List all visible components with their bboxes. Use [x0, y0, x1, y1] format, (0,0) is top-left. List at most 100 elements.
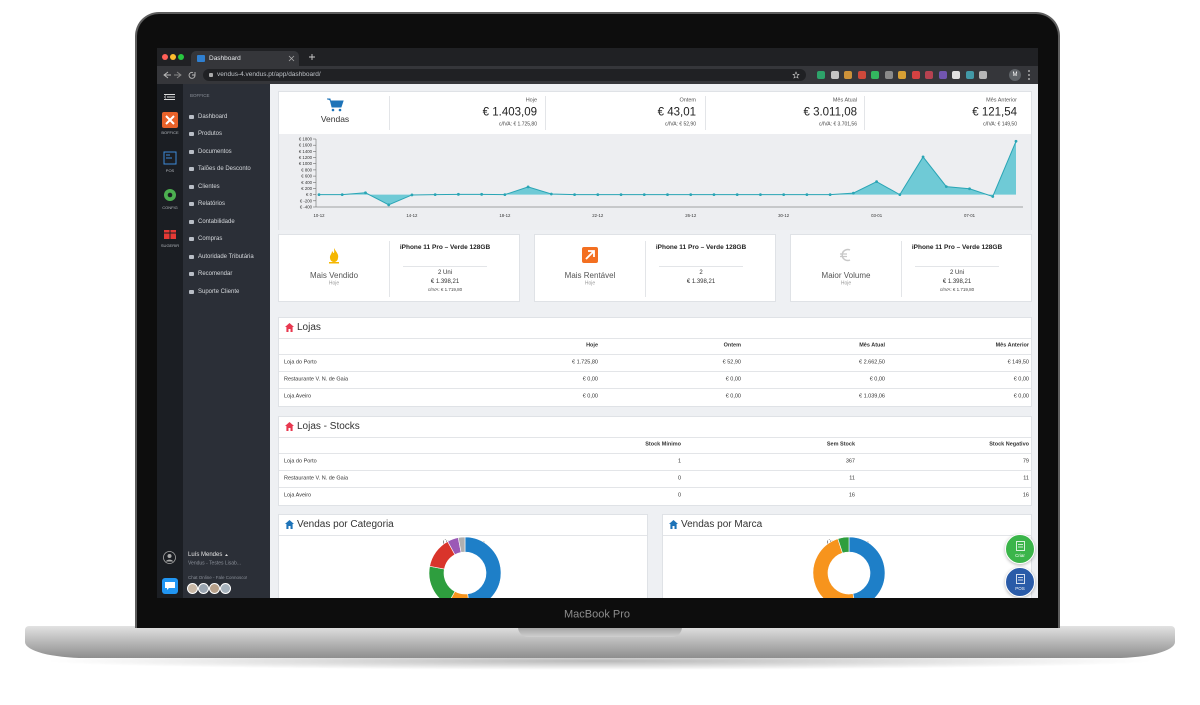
- new-tab: [309, 54, 315, 60]
- browser-menu: [1028, 70, 1030, 80]
- extension-icon[interactable]: [898, 71, 906, 79]
- cell: € 0,00: [725, 376, 741, 383]
- user-name[interactable]: Luís Mendes: [188, 552, 223, 558]
- table-icon-part: [285, 323, 294, 332]
- extension-icon[interactable]: [925, 71, 933, 79]
- extension-icon[interactable]: [817, 71, 825, 79]
- rule: [279, 470, 1031, 471]
- chat-label[interactable]: Chat Online - Fale Connosco!: [188, 574, 248, 580]
- menu-item[interactable]: Produtos: [183, 126, 270, 142]
- cell: 11: [1023, 475, 1029, 482]
- point: [666, 193, 669, 197]
- cell: 16: [848, 492, 855, 499]
- user-avatar-part: [165, 559, 174, 562]
- app-tile[interactable]: [162, 187, 178, 204]
- chat-icon: [165, 582, 175, 590]
- y-tick-label: € 1800: [299, 137, 313, 142]
- lock-icon: [209, 73, 213, 77]
- donut-slice: [812, 538, 855, 598]
- extension-icon[interactable]: [911, 71, 920, 79]
- chart-icon: [285, 520, 294, 529]
- extension-icon[interactable]: [857, 71, 866, 79]
- app-tile[interactable]: [162, 225, 178, 242]
- app-icon-part: [164, 230, 176, 240]
- app-icon: [164, 230, 176, 240]
- highlight-product: iPhone 11 Pro – Verde 128GB: [911, 244, 1003, 251]
- y-tick-label: € -200: [300, 198, 313, 203]
- extension-icon[interactable]: [830, 71, 839, 79]
- menu-item[interactable]: Compras: [183, 231, 270, 247]
- menu-item[interactable]: Dashboard: [183, 109, 270, 125]
- floating-icon-part: [1016, 541, 1025, 551]
- app-icon: [163, 151, 177, 165]
- menu-label: Dashboard: [198, 114, 228, 120]
- extension-icon[interactable]: [979, 71, 987, 79]
- menu-item[interactable]: Autoridade Tributária: [183, 249, 270, 265]
- extension-icon[interactable]: [884, 71, 893, 79]
- address-bar[interactable]: vendus-4.vendus.pt/app/dashboard/: [203, 69, 806, 81]
- period-label: Mês Anterior: [986, 97, 1017, 104]
- floating-button[interactable]: Criar: [1005, 534, 1035, 564]
- point: [805, 193, 809, 197]
- point: [364, 191, 367, 195]
- cart-icon-part: [338, 108, 342, 112]
- chart-card: Vendas por CategoriaÚltimos 30 Dias: [278, 514, 648, 598]
- menu-icon: [189, 115, 194, 119]
- menu-icon: [189, 237, 194, 242]
- donut-slice: [428, 565, 456, 598]
- extension-icon[interactable]: [938, 71, 947, 79]
- highlight-product: iPhone 11 Pro – Verde 128GB: [655, 244, 747, 251]
- point: [875, 180, 878, 184]
- url: vendus-4.vendus.pt/app/dashboard/: [217, 70, 321, 78]
- cell: € 0,00: [582, 376, 598, 383]
- cell: € 1.725,80: [572, 359, 598, 366]
- laptop-notch: [518, 626, 682, 637]
- menu-item[interactable]: Talões de Desconto: [183, 161, 270, 177]
- extension-icon[interactable]: [965, 71, 974, 79]
- window-button[interactable]: [178, 54, 184, 60]
- highlight-period: Hoje: [328, 280, 340, 287]
- browser-tab[interactable]: Dashboard: [191, 51, 299, 66]
- menu-item[interactable]: Documentos: [183, 144, 270, 160]
- period-label: Mês Atual: [832, 97, 857, 104]
- app-tile[interactable]: [162, 149, 178, 166]
- menu-item[interactable]: Recomendar: [183, 266, 270, 282]
- app-tile[interactable]: [162, 112, 178, 128]
- window-button[interactable]: [162, 54, 168, 60]
- menu-item[interactable]: Clientes: [183, 179, 270, 195]
- highlight-title: Mais Vendido: [309, 271, 359, 280]
- support-avatar: [187, 583, 198, 594]
- menu-icon: [189, 184, 194, 189]
- sales-chart: € -400 € -200€ 0€ 200€ 400€ 600 € 800€ 100…: [279, 134, 1031, 230]
- point: [573, 193, 576, 197]
- menu-item[interactable]: Relatórios: [183, 196, 270, 212]
- floating-button[interactable]: POS: [1005, 567, 1035, 597]
- highlight-period: Hoje: [584, 280, 596, 287]
- app-bar: BOFFICE POS CONFIG SUGERIR: [157, 84, 183, 598]
- menu-item[interactable]: Contabilidade: [183, 214, 270, 230]
- cell: 367: [845, 458, 855, 465]
- chat-button[interactable]: [162, 578, 178, 594]
- extension-icon[interactable]: [871, 71, 879, 79]
- window-button[interactable]: [170, 54, 176, 60]
- row-name: Loja Aveiro: [284, 492, 312, 499]
- user-caret-part: [225, 554, 228, 556]
- profile-button[interactable]: M: [1009, 69, 1021, 81]
- chart-card: Vendas por MarcaÚltimos 30 Dias: [662, 514, 1032, 598]
- cell: € 0,00: [582, 393, 598, 400]
- cart-icon-part: [327, 98, 344, 108]
- extension-icon[interactable]: [952, 71, 960, 79]
- cell: € 0,00: [725, 393, 741, 400]
- floating-label: POS: [1015, 585, 1025, 591]
- menu-toggle-part: [164, 94, 175, 100]
- column-header: Stock Mínimo: [645, 441, 681, 448]
- support-avatar: [220, 583, 231, 594]
- table-card: Lojas Hoje Ontem Mês Atual Mês Anterior Loja …: [278, 317, 1032, 407]
- extension-icon[interactable]: [844, 71, 852, 79]
- laptop-label: MacBook Pro: [563, 608, 631, 621]
- menu-item[interactable]: Suporte Cliente: [183, 284, 270, 300]
- point: [549, 192, 553, 196]
- menu-label: Talões de Desconto: [198, 166, 251, 173]
- tab-close: [288, 55, 295, 62]
